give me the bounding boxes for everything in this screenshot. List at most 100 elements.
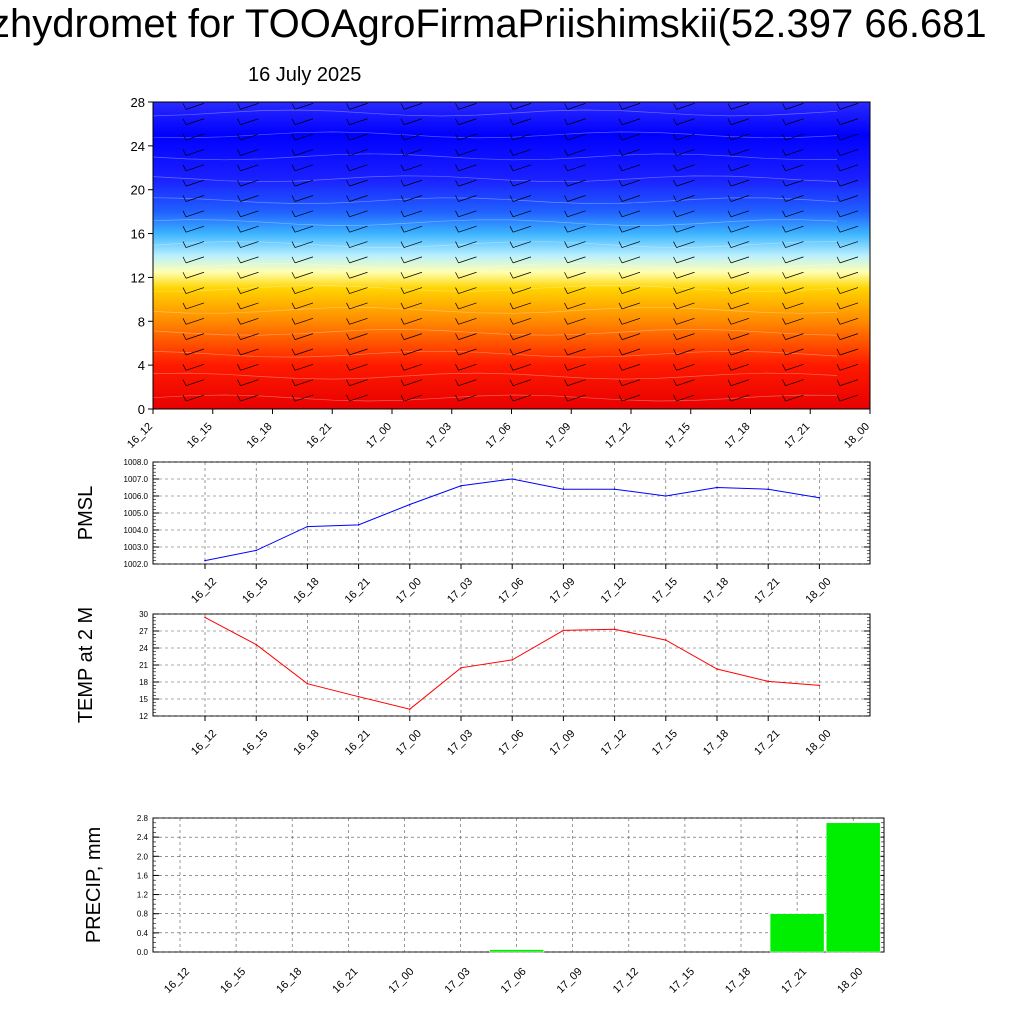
wind-barb xyxy=(455,364,477,371)
wind-barb xyxy=(455,210,477,218)
x-tick-label: 16_18 xyxy=(274,966,304,996)
wind-barb xyxy=(346,210,368,218)
wind-barb xyxy=(182,364,205,371)
wind-barb xyxy=(237,179,259,187)
wind-barb xyxy=(673,394,695,402)
data-point xyxy=(767,488,769,491)
y-tick-label: 4 xyxy=(138,358,145,373)
wind-barb xyxy=(400,271,423,279)
y-tick-label: 30 xyxy=(139,610,148,619)
wind-barb xyxy=(182,118,205,126)
wind-barb xyxy=(618,164,641,172)
wind-barb xyxy=(291,103,314,110)
wind-barb xyxy=(727,118,750,126)
wind-barb xyxy=(673,179,695,187)
wind-barb xyxy=(727,287,750,294)
x-tick-label: 16_21 xyxy=(330,966,360,996)
wind-barb xyxy=(237,287,259,294)
wind-barb xyxy=(564,394,586,402)
x-tick-label: 16_21 xyxy=(343,576,373,606)
wind-barb xyxy=(618,210,641,218)
wind-barb xyxy=(346,118,368,126)
wind-barb xyxy=(618,118,641,126)
y-tick-label: 28 xyxy=(131,95,145,110)
wind-barb xyxy=(455,302,477,310)
page-subtitle: 16 July 2025 xyxy=(248,64,362,86)
wind-barb xyxy=(782,241,804,248)
data-point xyxy=(716,668,718,670)
panel-frame xyxy=(152,817,885,953)
wind-barb xyxy=(509,302,532,310)
wind-barb xyxy=(836,195,859,202)
precip-bar xyxy=(825,822,881,953)
wind-barb xyxy=(836,210,859,218)
x-tick-label: 17_18 xyxy=(701,576,731,606)
wind-barb xyxy=(509,256,532,264)
wind-barb xyxy=(836,241,859,248)
wind-barb xyxy=(782,379,804,387)
precip-panel: 0.0 0.4 0.8 1.2 1.6 2.0 2.4 2.8 16_12 16_15 16_18 1… xyxy=(83,814,885,996)
wind-barb xyxy=(782,133,804,141)
wind-barb xyxy=(782,287,804,294)
wind-barb xyxy=(727,133,750,141)
wind-barb xyxy=(564,241,586,248)
wind-barb xyxy=(509,133,532,141)
wind-barb xyxy=(291,394,314,402)
wind-barb xyxy=(291,348,314,356)
contour-line xyxy=(152,350,838,358)
wind-barb xyxy=(782,333,804,340)
y-tick-label: 24 xyxy=(139,644,148,653)
wind-barb xyxy=(400,133,423,141)
wind-barb xyxy=(346,379,368,387)
x-tick-label: 16_12 xyxy=(162,966,192,996)
wind-barb xyxy=(673,241,695,248)
wind-barb xyxy=(400,103,423,110)
wind-barb xyxy=(836,179,859,187)
wind-barb xyxy=(509,164,532,172)
x-tick-label: 17_18 xyxy=(723,966,753,996)
wind-barb xyxy=(291,317,314,325)
wind-barb xyxy=(836,394,859,402)
wind-barb xyxy=(618,317,641,325)
x-tick-label: 17_18 xyxy=(701,728,731,758)
x-tick-label: 16_18 xyxy=(291,728,321,758)
y-tick-label: 0.0 xyxy=(137,948,149,957)
wind-barb xyxy=(782,271,804,279)
y-tick-label: 1004.0 xyxy=(124,526,149,535)
x-tick-label: 18_00 xyxy=(835,966,865,996)
wind-barb xyxy=(291,256,314,264)
x-tick-label: 17_03 xyxy=(424,421,454,451)
wind-barb xyxy=(564,302,586,310)
wind-barb xyxy=(509,103,532,110)
x-tick-label: 17_00 xyxy=(364,421,394,451)
data-point xyxy=(511,659,513,661)
wind-barb xyxy=(618,195,641,202)
x-tick-label: 17_12 xyxy=(611,966,641,996)
y-tick-label: 20 xyxy=(131,183,145,198)
x-tick-label: 17_15 xyxy=(650,576,680,606)
wind-barb xyxy=(400,164,423,172)
x-tick-label: 17_21 xyxy=(752,576,782,606)
wind-barb xyxy=(673,133,695,141)
x-tick-label: 16_12 xyxy=(189,576,219,606)
wind-barb xyxy=(836,164,859,172)
x-tick-label: 17_06 xyxy=(496,728,526,758)
wind-barb xyxy=(455,348,477,356)
y-axis-label: TEMP at 2 M xyxy=(75,607,97,723)
wind-barb xyxy=(182,210,205,218)
wind-barb xyxy=(836,333,859,340)
wind-barb xyxy=(237,210,259,218)
x-tick-label: 16_15 xyxy=(218,966,248,996)
data-point xyxy=(409,708,411,710)
y-tick-label: 12 xyxy=(131,270,145,285)
x-tick-label: 17_12 xyxy=(599,576,629,606)
wind-barb xyxy=(237,164,259,172)
wind-barb xyxy=(564,149,586,156)
precip-bar xyxy=(489,949,544,953)
wind-barb xyxy=(673,164,695,172)
wind-barb xyxy=(618,179,641,187)
wind-barb xyxy=(727,317,750,325)
wind-barb xyxy=(727,394,750,402)
wind-barb xyxy=(455,179,477,187)
wind-barb xyxy=(182,271,205,279)
